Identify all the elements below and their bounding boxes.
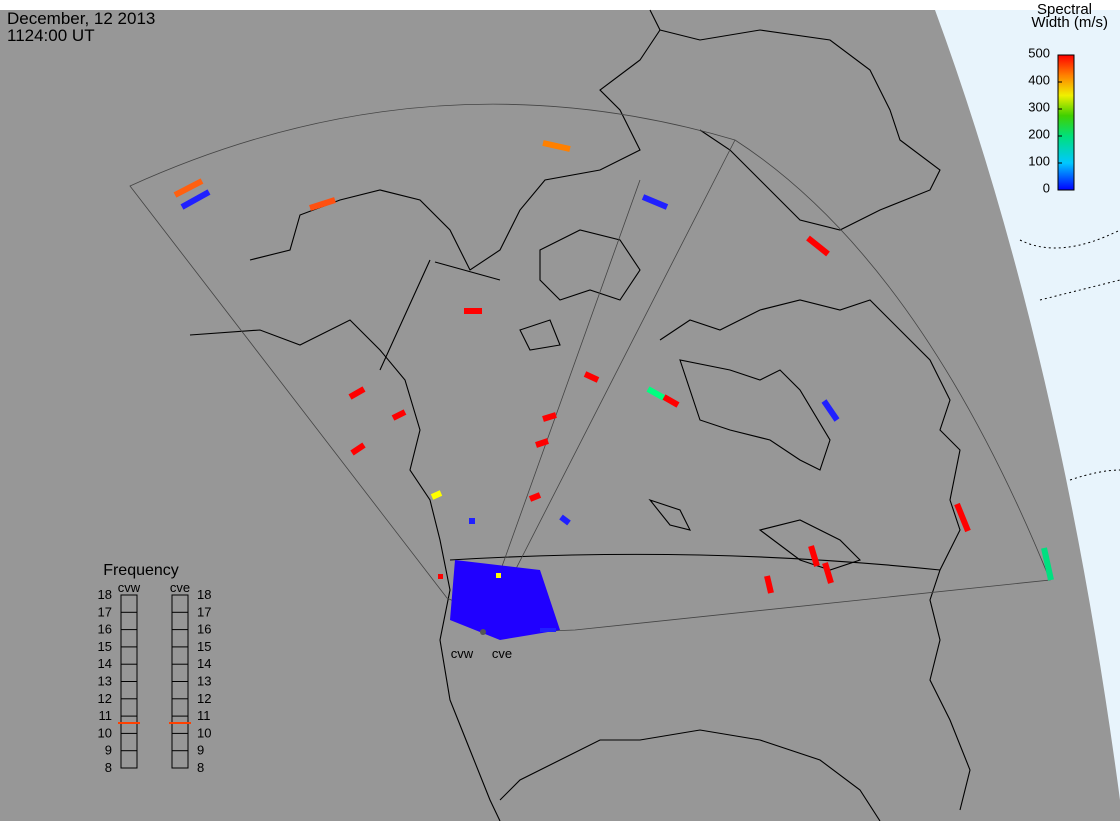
frequency-tick-label: 12 [98, 691, 112, 706]
space [935, 10, 1120, 800]
data-vectors [173, 140, 1054, 640]
frequency-tick-label: 15 [98, 639, 112, 654]
frequency-tick-label: 9 [105, 743, 112, 758]
colorbar-tick-label: 400 [1028, 72, 1050, 87]
frequency-tick-label: 8 [105, 760, 112, 775]
frequency-tick-label: 11 [197, 708, 211, 723]
frequency-tick-label: 12 [197, 691, 211, 706]
radar-site [480, 629, 486, 635]
frequency-tick-label: 18 [197, 587, 211, 602]
colorbar-tick-label: 100 [1028, 153, 1050, 168]
frequency-tick-label: 9 [197, 743, 204, 758]
frequency-tick-label: 17 [98, 604, 112, 619]
frequency-title: Frequency [103, 562, 179, 579]
frequency-tick-label: 17 [197, 604, 211, 619]
frequency-tick-label: 10 [98, 725, 112, 740]
colorbar-tick-label: 200 [1028, 126, 1050, 141]
colorbar-title: Width (m/s) [1031, 14, 1108, 31]
time: 1124:00 UT [7, 26, 95, 45]
colorbar-tick-label: 500 [1028, 45, 1050, 60]
colorbar [1057, 54, 1075, 191]
frequency-tick-label: 16 [197, 622, 211, 637]
frequency-tick-label: 13 [98, 674, 112, 689]
colorbar-tick-label: 0 [1043, 180, 1050, 195]
frequency-tick-label: 13 [197, 674, 211, 689]
frequency-tick-label: 16 [98, 622, 112, 637]
radar-label: cvw [451, 646, 474, 661]
colorbar-title: Spectral [1037, 1, 1092, 18]
frequency-tick-label: 15 [197, 639, 211, 654]
frequency-tick-label: 11 [99, 708, 113, 723]
radar-name: cvw [118, 580, 141, 595]
colorbar-tick-label: 300 [1028, 99, 1050, 114]
radar-name: cve [170, 580, 190, 595]
frequency-tick-label: 14 [98, 656, 112, 671]
frequency-tick-label: 8 [197, 760, 204, 775]
latitude-lines [1019, 229, 1120, 481]
radar-fans [129, 103, 1051, 633]
frequency-tick-label: 14 [197, 656, 211, 671]
radar-label: cve [492, 646, 512, 661]
earth-disk [0, 10, 1120, 821]
date: December, 12 2013 [7, 9, 155, 28]
frequency-tick-label: 10 [197, 725, 211, 740]
frequency-tick-label: 18 [98, 587, 112, 602]
